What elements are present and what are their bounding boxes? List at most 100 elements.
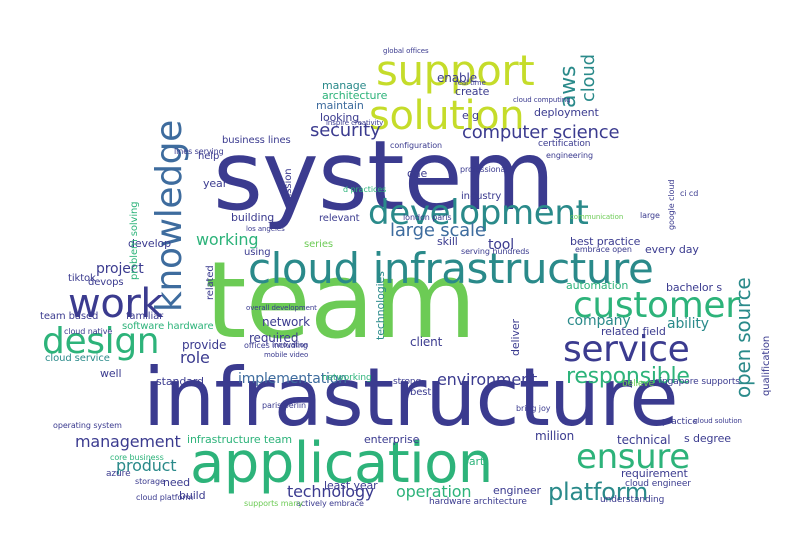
word-work: work (68, 281, 164, 327)
word-engineer: engineer (493, 484, 541, 497)
word-enable: enable (437, 71, 477, 85)
word-hardware-architecture: hardware architecture (429, 497, 527, 507)
word-management: management (75, 432, 181, 451)
word-support: support (376, 46, 535, 95)
word-manage: manage (322, 79, 367, 92)
word-mobile-video: mobile video (264, 351, 309, 359)
word-part: part (462, 455, 485, 468)
word-storage: storage (135, 477, 165, 486)
word-operation: operation (396, 482, 472, 501)
word-los-angeles: los angeles (246, 225, 285, 233)
word-serving-hundreds: serving hundreds (461, 247, 530, 256)
word-strong: strong (393, 377, 422, 387)
word-create: create (455, 85, 490, 98)
word-maintain: maintain (316, 99, 364, 112)
word-real-time: real time (455, 79, 486, 87)
word-overall-development: overall development (246, 304, 317, 312)
word-practice: practice (662, 417, 698, 427)
word-best-practice: best practice (570, 235, 641, 248)
word-cloud-platform: cloud platform (136, 493, 194, 502)
word-cloud-computing: cloud computing (513, 96, 571, 104)
word-develop: develop (128, 237, 172, 250)
word-series: series (304, 239, 334, 250)
word-offices-including: offices including (244, 341, 308, 350)
word-core-business: core business (110, 453, 164, 462)
word-london-paris: london paris (403, 213, 452, 222)
word-tool: tool (488, 237, 514, 253)
word-related-field: related field (601, 325, 666, 338)
word-infrastructure-team: infrastructure team (187, 433, 293, 446)
word-d-practices: d practices (343, 185, 387, 194)
word-e-g: e g (462, 109, 479, 122)
word-problem-solving: problem solving (129, 201, 140, 280)
word-cloud-engineer: cloud engineer (625, 479, 691, 489)
word-understanding: understanding (600, 495, 665, 505)
word-software-hardware: software hardware (122, 321, 214, 332)
word-certification: certification (538, 139, 591, 149)
word-company: company (567, 313, 631, 329)
word-well: well (100, 367, 122, 380)
word-cloud-infrastructure: cloud infrastructure (248, 244, 654, 293)
word-least-year: least year (324, 479, 378, 492)
word-enterprise: enterprise (364, 433, 420, 446)
word-team-based: team based (40, 311, 99, 322)
word-relevant: relevant (319, 213, 360, 224)
word-product: product (116, 456, 177, 475)
word-year: year (203, 177, 228, 190)
word-environment: environment (437, 370, 538, 389)
word-project: project (96, 261, 144, 277)
word-mission: mission (283, 168, 294, 206)
word-google-cloud: google cloud (667, 179, 676, 230)
word-cloud-native: cloud native (64, 327, 113, 336)
word-engineering: engineering (546, 151, 593, 160)
word-requirement: requirement (621, 467, 688, 480)
word-large-scale: large scale (390, 220, 486, 241)
word-global-offices: global offices (383, 47, 429, 55)
word-technology: technology (287, 482, 375, 501)
word-inspire-creativity: inspire creativity (326, 119, 384, 127)
word-client: client (410, 335, 443, 349)
word-operating-system: operating system (53, 421, 122, 430)
word-service: service (563, 329, 690, 370)
word-ensure: ensure (576, 437, 690, 477)
word-platform: platform (548, 478, 649, 506)
word-embrace-open: embrace open (575, 245, 632, 254)
word-working: working (196, 230, 259, 249)
word-required: required (249, 331, 299, 345)
word-communication: communication (570, 213, 624, 221)
word-devops: devops (88, 277, 124, 288)
word-qualification: qualification (761, 335, 772, 396)
word-large: large (640, 211, 660, 220)
word-every-day: every day (645, 243, 699, 256)
word-million: million (535, 429, 575, 443)
word-system: system (213, 120, 555, 232)
word-actively-embrace: actively embrace (296, 499, 364, 508)
word-responsible: responsible (566, 364, 690, 389)
word-azure: azure (106, 469, 131, 479)
word-bring-joy: bring joy (516, 404, 551, 413)
word-cloud: cloud (578, 54, 599, 102)
word-using: using (244, 247, 271, 258)
word-deployment: deployment (534, 106, 599, 119)
word-believe: believe (622, 379, 655, 389)
word-build: build (179, 489, 206, 502)
word-related: related (205, 265, 216, 300)
word-building: building (231, 211, 275, 224)
word-team: team (205, 239, 477, 362)
word-design: design (42, 321, 160, 362)
word-best: best (410, 387, 432, 398)
word-customer: customer (573, 285, 740, 326)
word-infrastructure: infrastructure (143, 351, 679, 444)
word-application: application (190, 431, 493, 496)
word-networking: networking (322, 373, 372, 383)
word-deliver: deliver (509, 319, 522, 356)
word-singapore-supports: singapore supports (655, 377, 740, 387)
word-supports-many: supports many (244, 499, 303, 508)
word-familiar: familiar (126, 311, 164, 322)
word-computer-science: computer science (462, 122, 620, 143)
word-industry: industry (461, 191, 502, 202)
word-cloud-service: cloud service (45, 353, 110, 364)
word-tiktok: tiktok (68, 273, 96, 284)
word-need: need (163, 476, 191, 489)
